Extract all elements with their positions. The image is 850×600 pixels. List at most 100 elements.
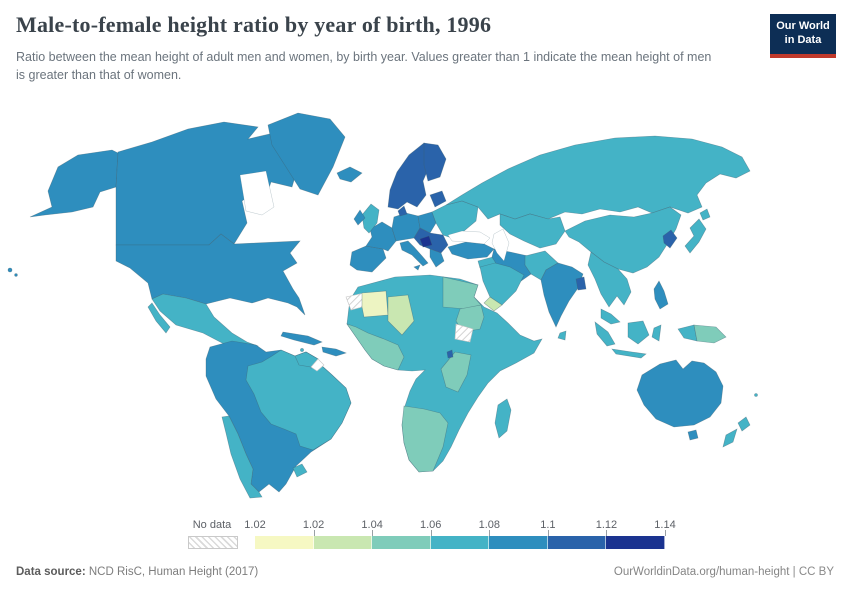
data-source-label: Data source: [16, 566, 86, 578]
legend-bin-4[interactable] [489, 536, 548, 549]
caspian-sea [491, 228, 510, 262]
region-french-guiana[interactable] [310, 358, 325, 372]
legend-bin-2[interactable] [372, 536, 431, 549]
legend-tick-7 [665, 530, 666, 536]
region-iceland[interactable] [336, 166, 363, 183]
legend-tick-label-7: 1.14 [654, 519, 676, 531]
owid-logo[interactable]: Our World in Data [770, 14, 836, 58]
region-southern-africa[interactable] [401, 405, 449, 473]
owid-logo-box: Our World in Data [770, 14, 836, 54]
region-madagascar[interactable] [494, 398, 512, 439]
owid-logo-accent [770, 54, 836, 58]
region-finland[interactable] [423, 142, 447, 182]
region-philippines[interactable] [653, 280, 669, 310]
region-denmark[interactable] [397, 205, 408, 217]
legend-tick-label-3: 1.06 [419, 519, 442, 531]
region-mauritania[interactable] [361, 290, 389, 318]
legend-bin-3[interactable] [430, 536, 490, 549]
world-map [0, 95, 850, 510]
region-cuba[interactable] [280, 331, 323, 346]
region-greenland[interactable] [267, 112, 346, 196]
region-fiji[interactable] [754, 393, 758, 397]
legend-tick-label-2: 1.04 [361, 519, 383, 531]
legend-bin-0[interactable] [255, 536, 314, 549]
region-brazil[interactable] [245, 349, 352, 451]
region-indonesia-sulawesi[interactable] [651, 324, 662, 342]
region-southeast-asia[interactable] [587, 251, 632, 308]
legend-tick-label-4: 1.08 [478, 519, 500, 531]
legend-tick-label-6: 1.12 [595, 519, 618, 531]
map-legend: No data 1.02 1.02 1.04 1.06 1.08 1.1 1.12 1.14 [0, 515, 850, 555]
legend-tick-3 [430, 530, 432, 536]
legend-tick-label-1: 1.02 [302, 519, 325, 531]
hudson-bay [239, 170, 275, 216]
region-jamaica[interactable] [300, 348, 304, 352]
region-baltics[interactable] [429, 190, 447, 208]
region-tasmania[interactable] [687, 429, 699, 441]
region-poland-czechia[interactable] [417, 211, 437, 234]
data-source: Data source: NCD RisC, Human Height (201… [16, 566, 258, 578]
region-japan[interactable] [684, 208, 711, 254]
region-usa[interactable] [115, 233, 306, 316]
region-china-mongolia[interactable] [564, 206, 682, 274]
legend-tick-2 [372, 530, 374, 536]
chart-header: Male-to-female height ratio by year of b… [16, 12, 756, 84]
region-east-africa[interactable] [440, 351, 472, 393]
region-hawaii[interactable] [14, 273, 18, 277]
region-korea[interactable] [662, 229, 678, 249]
region-turkey[interactable] [447, 241, 495, 260]
region-india[interactable] [540, 262, 584, 328]
region-egypt[interactable] [442, 276, 482, 310]
owid-logo-line1: Our World [776, 20, 830, 33]
data-source-text: NCD RisC, Human Height (2017) [85, 566, 259, 578]
legend-bin-1[interactable] [313, 536, 373, 549]
legend-tick-label-5: 1.1 [540, 519, 556, 531]
region-australia[interactable] [636, 359, 724, 428]
page-title: Male-to-female height ratio by year of b… [16, 12, 492, 37]
region-hawaii[interactable] [7, 267, 13, 273]
legend-tick-4 [489, 530, 491, 536]
legend-bin-6[interactable] [606, 536, 666, 549]
region-serbia-montenegro[interactable] [419, 235, 433, 248]
region-uruguay[interactable] [292, 463, 308, 478]
legend-no-data-label: No data [192, 519, 232, 531]
region-papua-new-guinea[interactable] [693, 324, 727, 344]
region-indonesia-sumatra[interactable] [594, 321, 616, 347]
region-hispaniola[interactable] [321, 346, 347, 357]
region-bangladesh[interactable] [575, 276, 587, 291]
region-indonesia-java[interactable] [611, 348, 647, 359]
region-west-africa[interactable] [346, 323, 405, 371]
license-text: | CC BY [789, 566, 834, 578]
region-mali[interactable] [387, 294, 415, 336]
region-chile[interactable] [221, 415, 263, 499]
legend-tick-1 [313, 530, 315, 536]
region-new-zealand[interactable] [722, 416, 751, 448]
region-greece[interactable] [429, 248, 445, 268]
footer-attribution: OurWorldinData.org/human-height | CC BY [614, 566, 834, 578]
region-russia[interactable] [445, 135, 751, 220]
region-sudan[interactable] [455, 304, 485, 333]
region-yemen[interactable] [483, 296, 503, 312]
region-iberia[interactable] [349, 245, 387, 273]
region-sri-lanka[interactable] [557, 330, 567, 341]
legend-tick-5 [547, 530, 549, 536]
region-indonesia-borneo[interactable] [627, 320, 650, 345]
region-central-asia[interactable] [499, 213, 566, 249]
region-malaysia[interactable] [600, 308, 621, 325]
legend-tick-label-0: 1.02 [244, 519, 266, 531]
region-south-sudan[interactable] [454, 323, 474, 343]
region-arabia[interactable] [479, 262, 525, 306]
owid-link[interactable]: OurWorldinData.org/human-height [613, 566, 790, 578]
owid-logo-line2: in Data [784, 34, 822, 46]
region-ireland[interactable] [353, 209, 366, 226]
legend-bin-5[interactable] [547, 536, 607, 549]
region-italy[interactable] [399, 240, 429, 271]
legend-bar [255, 536, 666, 549]
legend-tick-6 [606, 530, 608, 536]
chart-subtitle: Ratio between the mean height of adult m… [16, 50, 712, 83]
legend-no-data-swatch[interactable] [188, 536, 238, 549]
region-burundi[interactable] [446, 349, 454, 359]
region-mexico[interactable] [147, 293, 259, 356]
black-sea [447, 230, 491, 245]
region-alaska[interactable] [29, 149, 119, 218]
